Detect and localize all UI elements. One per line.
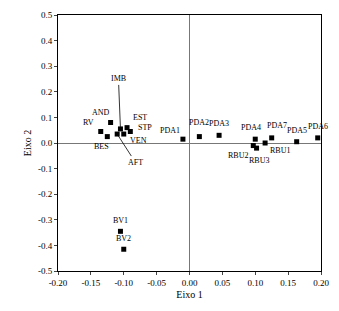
- svg-text:BES: BES: [94, 142, 109, 151]
- svg-text:-0.4: -0.4: [38, 241, 53, 251]
- svg-text:0.10: 0.10: [247, 278, 263, 288]
- svg-text:BV2: BV2: [116, 234, 131, 243]
- svg-text:0.1: 0.1: [41, 113, 52, 123]
- svg-text:AND: AND: [92, 108, 110, 117]
- svg-text:PDA2: PDA2: [189, 118, 209, 127]
- svg-text:0.2: 0.2: [41, 87, 52, 97]
- svg-text:PDA1: PDA1: [160, 126, 180, 135]
- svg-text:PDA3: PDA3: [209, 119, 229, 128]
- svg-text:-0.20: -0.20: [49, 278, 68, 288]
- svg-text:IMB: IMB: [111, 74, 126, 83]
- svg-text:0.05: 0.05: [215, 278, 231, 288]
- svg-text:-0.1: -0.1: [38, 164, 52, 174]
- svg-text:-0.2: -0.2: [38, 189, 52, 199]
- svg-text:-0.10: -0.10: [114, 278, 133, 288]
- svg-text:Eixo 2: Eixo 2: [22, 130, 33, 156]
- svg-text:0.3: 0.3: [41, 61, 53, 71]
- svg-text:PDA4: PDA4: [241, 123, 261, 132]
- svg-text:0.5: 0.5: [41, 10, 53, 20]
- svg-text:STP: STP: [138, 123, 152, 132]
- svg-text:0.0: 0.0: [41, 138, 53, 148]
- svg-text:RBU3: RBU3: [249, 156, 269, 165]
- svg-text:0.00: 0.00: [182, 278, 198, 288]
- svg-text:PDA7: PDA7: [267, 121, 287, 130]
- svg-text:RBU2: RBU2: [228, 151, 248, 160]
- svg-text:RBU1: RBU1: [270, 146, 290, 155]
- svg-text:AFT: AFT: [128, 158, 143, 167]
- svg-text:-0.3: -0.3: [38, 215, 53, 225]
- svg-text:0.15: 0.15: [280, 278, 296, 288]
- svg-text:-0.15: -0.15: [82, 278, 101, 288]
- svg-text:PDA5: PDA5: [287, 126, 307, 135]
- svg-text:-0.5: -0.5: [38, 266, 53, 276]
- svg-text:0.20: 0.20: [313, 278, 329, 288]
- svg-text:PDA6: PDA6: [308, 122, 328, 131]
- svg-text:EST: EST: [133, 113, 147, 122]
- svg-text:0.4: 0.4: [41, 36, 53, 46]
- svg-text:BV1: BV1: [113, 216, 128, 225]
- svg-text:VEN: VEN: [130, 136, 147, 145]
- svg-text:Eixo 1: Eixo 1: [176, 289, 202, 300]
- svg-text:RV: RV: [83, 118, 94, 127]
- svg-text:-0.05: -0.05: [147, 278, 166, 288]
